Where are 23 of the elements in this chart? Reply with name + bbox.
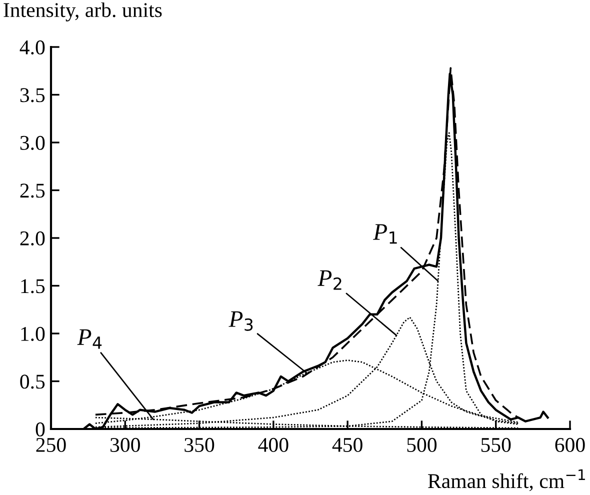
- x-axis-title: Raman shift, cm$^{−1}$: [428, 469, 585, 492]
- y-tick-label: 3.0: [20, 136, 45, 150]
- y-axis-title: Intensity, arb. units: [4, 2, 162, 22]
- annotation: P$_{2}$: [318, 270, 342, 290]
- annotation: P$_{3}$: [228, 311, 253, 331]
- y-tick-label: 1.5: [21, 279, 45, 294]
- x-tick-label: 250: [36, 438, 66, 452]
- annotation: P$_{1}$: [373, 224, 397, 244]
- x-tick-label: 550: [481, 438, 511, 452]
- x-tick-label: 350: [184, 438, 214, 452]
- x-tick-label: 300: [110, 438, 140, 452]
- y-tick-label: 3.5: [20, 88, 45, 102]
- y-tick-label: 0: [36, 422, 45, 436]
- y-tick-label: 2.5: [20, 184, 45, 198]
- y-tick-label: 0.5: [20, 374, 45, 389]
- x-tick-label: 600: [555, 438, 585, 452]
- x-tick-label: 450: [332, 438, 362, 452]
- x-tick-label: 400: [258, 438, 288, 452]
- y-tick-label: 1.0: [21, 326, 45, 342]
- y-tick-label: 4.0: [20, 40, 45, 55]
- annotation: P$_{4}$: [77, 329, 102, 349]
- y-tick-label: 2.0: [20, 231, 45, 246]
- x-tick-label: 500: [407, 438, 437, 452]
